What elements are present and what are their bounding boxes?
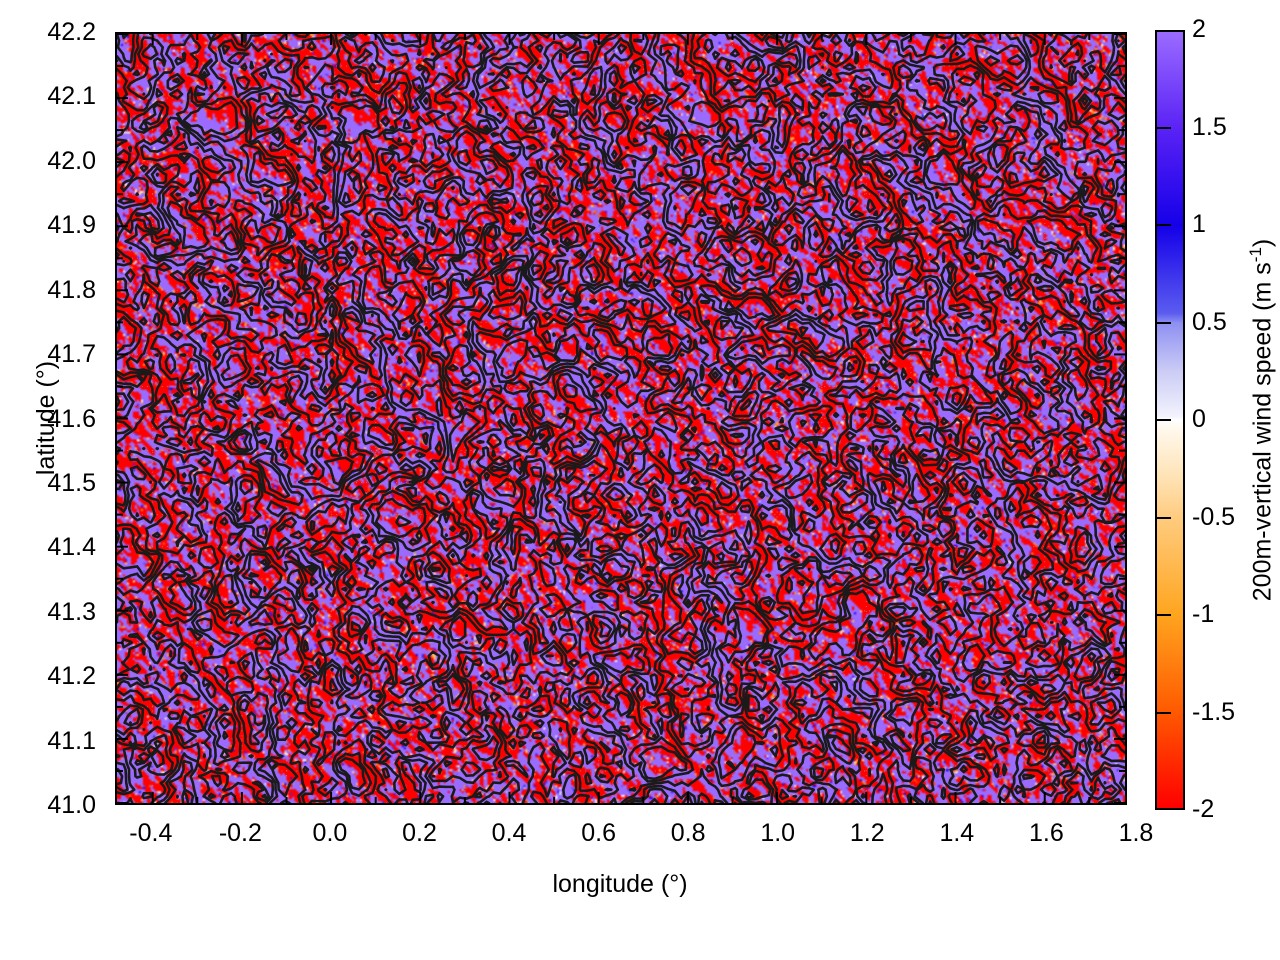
contour-line — [117, 34, 1125, 803]
y-tick-label: 41.0 — [47, 791, 96, 819]
colorbar-tick-mark — [1157, 126, 1171, 129]
contour-line — [117, 34, 1125, 803]
colorbar-title-suffix: ) — [1248, 238, 1277, 248]
x-tick-label: -0.4 — [129, 819, 173, 847]
plot-area — [115, 32, 1127, 805]
colorbar-title-exponent: -1 — [1246, 247, 1265, 263]
x-tick-label: 1.8 — [1118, 819, 1154, 847]
colorbar-tick-mark — [1157, 419, 1171, 421]
colorbar-tick-label: -2 — [1192, 795, 1215, 823]
colorbar-tick-mark — [1157, 224, 1171, 226]
contour-line — [117, 34, 1125, 799]
x-tick-label: 1.4 — [939, 819, 975, 847]
y-tick-label: 41.8 — [47, 275, 96, 304]
colorbar-title-prefix: 200m-vertical wind speed (m s — [1248, 262, 1277, 602]
colorbar-tick-mark — [1157, 516, 1171, 519]
colorbar-tick-label: 0 — [1192, 405, 1206, 433]
y-tick-label: 41.5 — [47, 468, 96, 497]
heatmap-canvas — [117, 34, 1125, 803]
contour-line — [175, 39, 1097, 799]
contour-line — [117, 34, 1125, 803]
y-tick-label: 42.1 — [47, 82, 96, 111]
y-tick-label: 41.2 — [47, 662, 96, 691]
x-tick-label: -0.2 — [218, 819, 262, 847]
colorbar-tick-label: 2 — [1192, 15, 1206, 43]
colorbar-tick-label: -1 — [1192, 600, 1215, 628]
y-tick-label: 42.0 — [47, 146, 96, 175]
colorbar-title: 200m-vertical wind speed (m s-1) — [1246, 90, 1277, 750]
x-tick-label: 1.2 — [849, 819, 885, 847]
y-tick-label: 41.4 — [47, 533, 96, 562]
x-tick-label: 0.6 — [581, 819, 616, 847]
contour-line — [117, 34, 1125, 803]
colorbar-tick-label: 1 — [1192, 210, 1206, 238]
y-axis-title: latitude (°) — [32, 360, 60, 476]
x-tick-label: 1.0 — [760, 819, 796, 847]
x-tick-label: 1.6 — [1029, 819, 1064, 847]
colorbar-tick-label: 0.5 — [1192, 307, 1227, 336]
colorbar-tick-mark — [1157, 711, 1171, 714]
x-tick-label: 0.4 — [491, 819, 527, 847]
x-axis-title: longitude (°) — [552, 870, 688, 898]
x-tick-label: 0.2 — [402, 819, 437, 847]
colorbar-tick-mark — [1157, 614, 1171, 616]
colorbar-tick-label: 1.5 — [1192, 112, 1227, 141]
y-tick-label: 41.9 — [47, 211, 96, 240]
y-tick-label: 41.3 — [47, 597, 96, 626]
colorbar-tick-label: -1.5 — [1192, 697, 1236, 726]
x-tick-label: 0.8 — [670, 819, 706, 847]
colorbar-tick-label: -0.5 — [1192, 502, 1236, 531]
axis-tick-marks — [117, 34, 1125, 803]
y-tick-label: 41.7 — [47, 340, 96, 369]
terrain-contours — [117, 34, 1125, 803]
y-tick-label: 41.1 — [47, 726, 96, 755]
y-tick-label: 41.6 — [47, 404, 96, 433]
x-tick-label: 0.0 — [312, 819, 348, 847]
y-tick-label: 42.2 — [47, 18, 96, 46]
colorbar-tick-mark — [1157, 321, 1171, 324]
